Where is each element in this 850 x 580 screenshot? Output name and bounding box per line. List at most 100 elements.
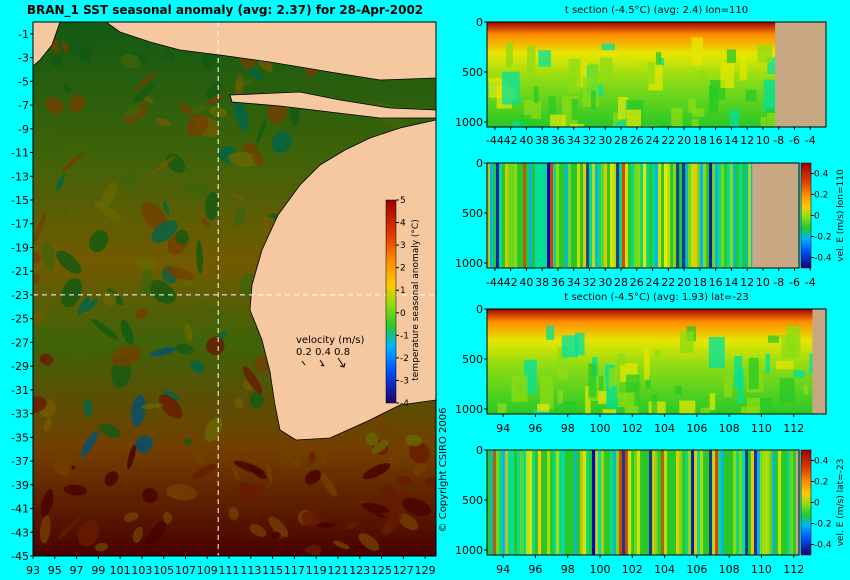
section-cell [557,390,563,404]
section-frame [486,449,800,556]
map-colorbar-tick-label: 3 [400,241,406,251]
section-strip [526,450,530,555]
section-strip [649,163,653,268]
section-panel-3: t section (-4.5°C) (avg: 1.93) lat=-23 0 5… [455,292,827,435]
section-strip [571,450,575,555]
section-cell [506,42,513,67]
section-cell [618,97,629,120]
section-y-tick-label: 1000 [455,257,483,270]
map-x-tick-label: 103 [131,564,152,577]
map-x-tick-label: 127 [393,564,414,577]
section-strip [625,450,629,555]
map-y-tick-label: -33 [11,408,29,421]
section-strip [661,450,665,555]
section-x-tick-label: 12 [740,276,754,289]
section-strip [643,163,647,268]
section-strip [589,450,593,555]
section-strip [652,450,656,555]
section-land [775,22,826,127]
indonesia-land [105,22,436,81]
section-cell [582,77,599,107]
velocity-colorbar-tick-label: -0.4 [814,254,832,264]
velocity-colorbar-tick-label: 0 [814,499,820,509]
section-panel-4: 0 500 1000 94 96 98 100 102 104 106 108 110 112 0.4 0.… [455,444,846,576]
section-cell [691,119,699,127]
section-strip [544,163,548,268]
section-cell [548,96,556,127]
section-strip [631,163,635,268]
map-colorbar-tick-label: 1 [400,286,406,296]
section-cell [688,98,696,113]
section-y-tick-label: 0 [476,157,483,170]
section-strip [712,450,716,555]
section-cell [654,349,660,358]
section-cell [559,401,576,414]
section-strip [757,450,761,555]
map-y-tick-label: -43 [11,526,29,539]
section-cell [729,110,740,127]
section-strip [649,450,653,555]
section-x-tick-label: 14 [724,276,738,289]
section-x-tick-label: -6 [789,276,800,289]
section-field [487,450,799,555]
section-strip [640,450,644,555]
section-y-tick-label: 500 [462,353,483,366]
section-y-tick-label: 1000 [455,403,483,416]
section-strip [580,450,584,555]
section-x-tick-label: 98 [561,563,575,576]
section-cell [737,369,744,404]
section-x-tick-label: 16 [709,134,723,147]
section-strip [763,450,767,555]
section-strip [499,163,503,268]
map-colorbar-tick-label: -4 [400,399,409,409]
section-cell [651,394,658,414]
section-cell [519,115,532,127]
section-strip [568,163,572,268]
velocity-colorbar-label: vel. E (m/s) lat=-23 [836,459,846,547]
section-cell [601,43,615,51]
section-strip [667,450,671,555]
section-strip [679,450,683,555]
map-x-tick-label: 97 [70,564,84,577]
map-x-tick-label: 121 [327,564,348,577]
section-x-tick-label: 10 [756,134,770,147]
section-cell [561,335,578,358]
section-x-tick-label: 28 [614,134,628,147]
section-strip [613,163,617,268]
section-cell [739,51,747,81]
section-cell [488,78,507,98]
section-strip [748,450,752,555]
section-cell [781,334,797,359]
velocity-colorbar-tick-label: 0.2 [814,191,828,201]
section-strip [670,163,674,268]
section-x-tick-label: 110 [751,422,772,435]
section-strip [538,450,542,555]
section-strip [703,163,707,268]
section-strip [493,450,497,555]
velocity-colorbar-bar [800,449,812,556]
section-strip [529,450,533,555]
section-strip [721,163,725,268]
section-strip [565,450,569,555]
map-y-tick-label: -21 [11,265,29,278]
map-x-tick-label: 117 [284,564,305,577]
section-x-tick-label: 40 [519,134,533,147]
section-strip [733,163,737,268]
section-strip [514,163,518,268]
section-x-tick-label: 112 [783,422,804,435]
section-cell [656,52,662,65]
copyright-text: © Copyright CSIRO 2006 [438,408,449,533]
section-strip [640,163,644,268]
section-strip [607,450,611,555]
section-strip [664,450,668,555]
section-cell [726,49,736,63]
section-strip [673,450,677,555]
section-strip [694,163,698,268]
section-y-tick-label: 0 [476,444,483,457]
section-strip [772,450,776,555]
section-cell [674,386,682,395]
section-field [487,163,799,268]
map-x-tick-label: 107 [175,564,196,577]
section-strip [580,163,584,268]
section-strip [658,163,662,268]
